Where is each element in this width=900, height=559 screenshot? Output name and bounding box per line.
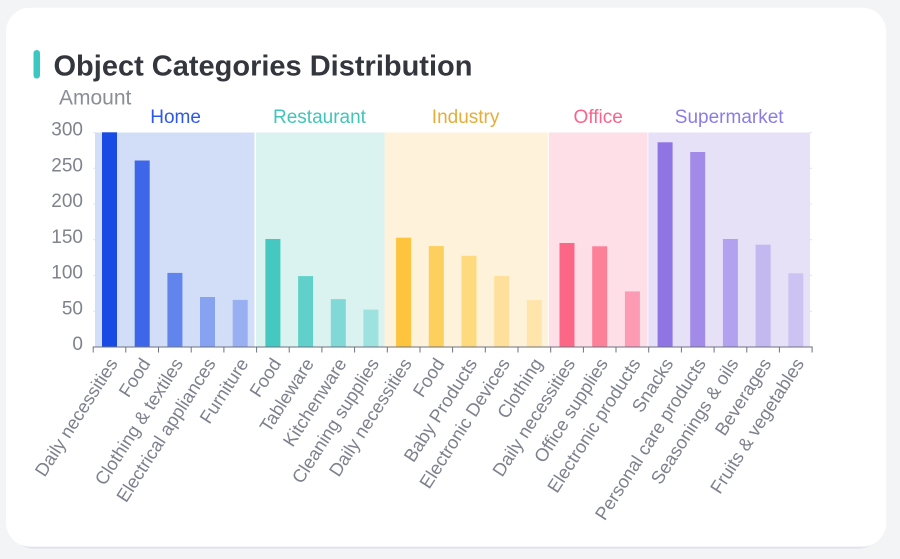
svg-text:50: 50 — [62, 298, 83, 319]
svg-text:150: 150 — [51, 227, 83, 248]
svg-text:Supermarket: Supermarket — [675, 107, 784, 128]
svg-text:100: 100 — [51, 263, 83, 284]
svg-text:300: 300 — [51, 120, 83, 141]
svg-text:Industry: Industry — [432, 107, 500, 128]
svg-text:Home: Home — [150, 107, 201, 128]
svg-text:250: 250 — [51, 155, 83, 176]
svg-text:200: 200 — [51, 191, 83, 212]
svg-text:Office: Office — [574, 107, 623, 128]
svg-text:Amount: Amount — [59, 87, 132, 110]
svg-text:0: 0 — [72, 334, 83, 355]
svg-text:Restaurant: Restaurant — [273, 107, 367, 128]
svg-text:Object Categories Distribution: Object Categories Distribution — [54, 50, 473, 82]
